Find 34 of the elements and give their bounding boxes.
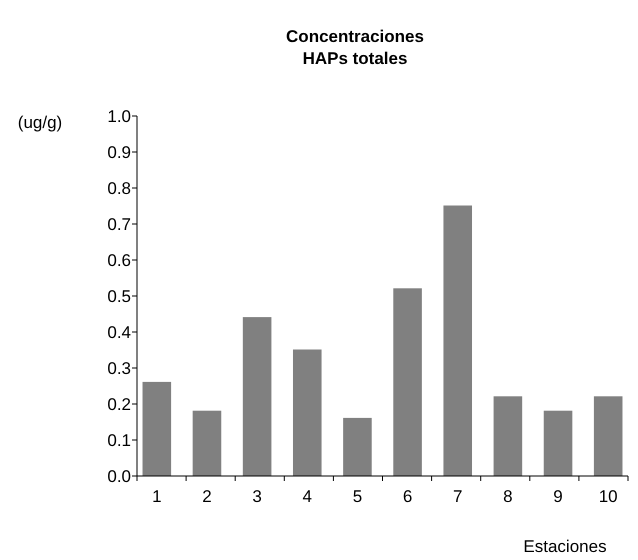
x-tick-label: 9 [553,487,563,506]
bar [242,317,272,476]
bar [494,396,522,476]
x-tick-label: 5 [352,487,362,506]
bar [393,288,422,476]
x-tick-label: 4 [302,487,312,506]
bar [594,396,622,476]
x-tick-label: 7 [452,487,462,506]
x-tick-label: 3 [252,487,262,506]
y-axis-title: (ug/g) [18,113,62,132]
y-tick-label: 0.9 [107,142,131,162]
y-tick-label: 0.6 [107,250,131,270]
x-tick-label: 10 [598,487,618,506]
y-tick-label: 0.5 [107,286,131,306]
y-tick-label: 1.0 [107,106,131,126]
y-tick-label: 0.0 [107,466,131,486]
bar [142,382,172,476]
bar [544,410,572,476]
x-tick-label: 8 [503,487,513,506]
y-tick-label: 0.4 [107,322,131,342]
y-tick-label: 0.8 [107,178,131,198]
y-tick-label: 0.3 [107,358,131,378]
bar [343,418,372,476]
x-axis-title: Estaciones [523,537,607,556]
y-tick-label: 0.2 [107,394,131,414]
bar [292,350,322,476]
x-tick-label: 2 [202,487,212,506]
x-tick-label: 1 [152,487,162,506]
y-tick-label: 0.1 [107,430,131,450]
x-tick-label: 6 [402,487,412,506]
bar [192,410,222,476]
y-tick-label: 0.7 [107,214,131,234]
chart-title: Concentraciones HAPs totales [286,27,424,68]
bar [443,206,472,476]
